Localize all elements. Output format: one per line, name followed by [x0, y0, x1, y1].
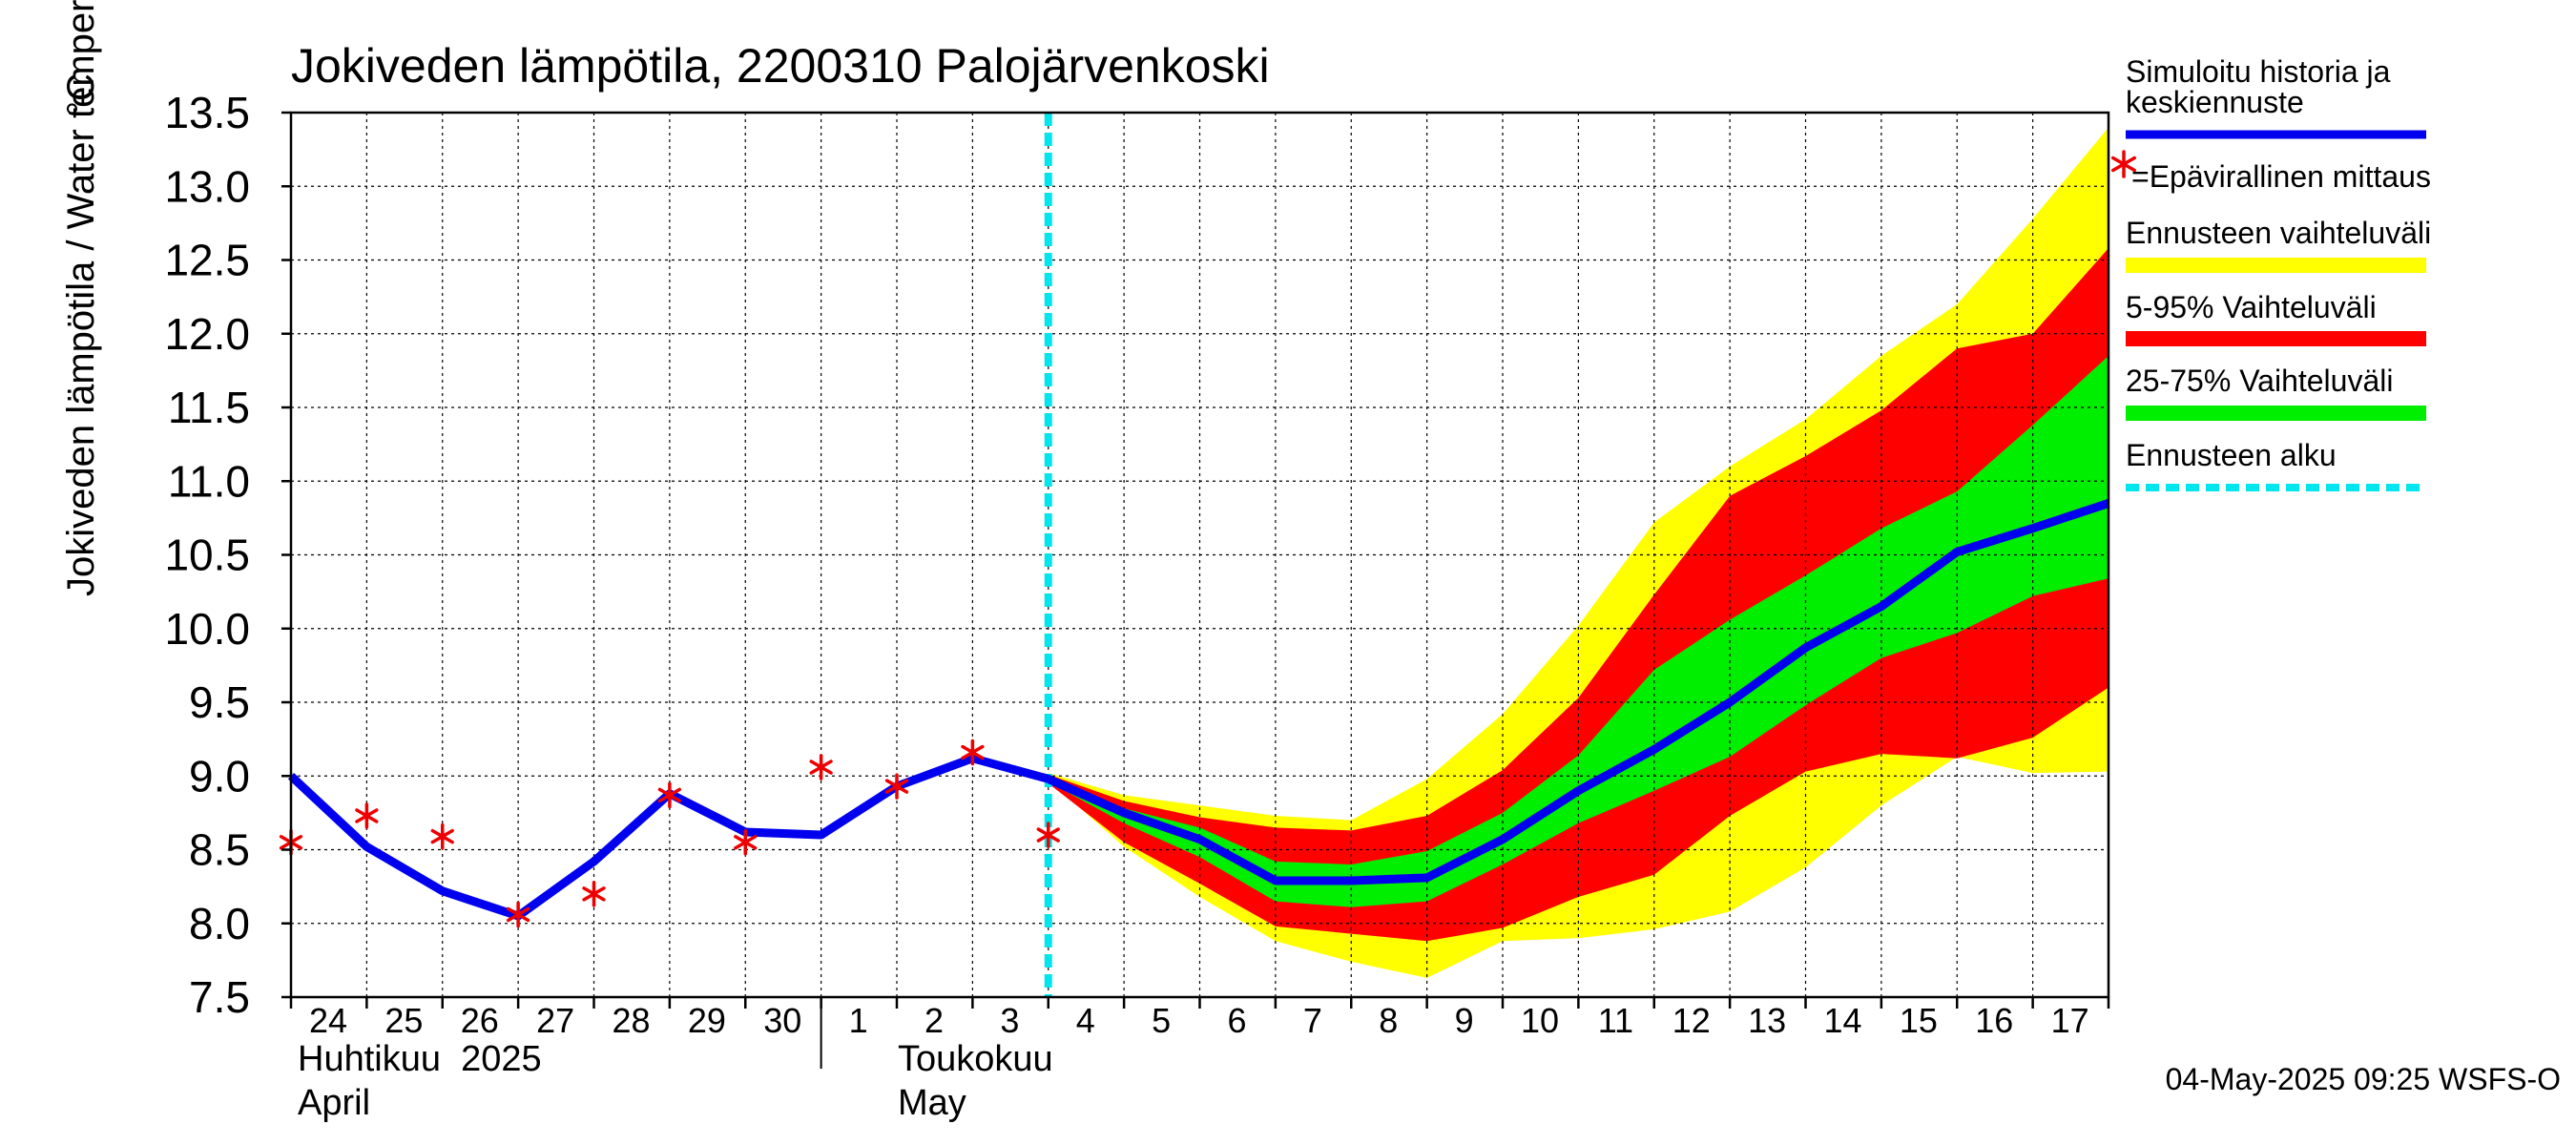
unofficial-point [809, 754, 833, 781]
unofficial-point [884, 773, 909, 800]
x-tick-label: 1 [849, 1001, 868, 1040]
x-tick-label: 27 [536, 1001, 574, 1040]
unofficial-point [355, 802, 379, 829]
unofficial-points [279, 739, 1060, 928]
x-tick-label: 30 [763, 1001, 801, 1040]
y-tick-label: 7.5 [189, 972, 250, 1022]
axes [281, 111, 2110, 1069]
x-tick-label: 17 [2051, 1001, 2089, 1040]
x-tick-label: 26 [461, 1001, 499, 1040]
x-tick-label: 12 [1672, 1001, 1711, 1040]
month-label-may-fi: Toukokuu [898, 1039, 1053, 1079]
x-tick-label: 11 [1598, 1001, 1633, 1040]
footer-timestamp: 04-May-2025 09:25 WSFS-O [2166, 1062, 2561, 1096]
x-tick-label: 7 [1303, 1001, 1322, 1040]
y-tick-label: 11.5 [168, 383, 250, 432]
legend-unofficial-text: =Epävirallinen mittaus [2131, 159, 2431, 194]
legend-forecast-start-text: Ennusteen alku [2126, 438, 2337, 472]
x-tick-label: 25 [384, 1001, 423, 1040]
legend-star-icon [2110, 150, 2137, 178]
legend: Simuloitu historia ja keskiennuste =Epäv… [2110, 54, 2431, 491]
x-tick-label: 14 [1823, 1001, 1861, 1040]
band-25-75 [1048, 355, 2109, 907]
y-axis-unit: °C [60, 73, 102, 116]
y-tick-label: 12.5 [164, 236, 250, 285]
x-tick-label: 29 [688, 1001, 726, 1040]
unofficial-point [1036, 822, 1060, 848]
x-tick-label: 4 [1076, 1001, 1095, 1040]
x-tick-label: 2 [924, 1001, 944, 1040]
unofficial-point [582, 881, 606, 907]
x-tick-label: 28 [612, 1001, 650, 1040]
x-tick-label: 13 [1748, 1001, 1786, 1040]
x-tick-labels: 24 25 26 27 28 29 30 1 2 3 4 5 6 7 8 9 10 11 12 13 14 15 16 17 [309, 1001, 2089, 1040]
y-axis-label: Jokiveden lämpötila / Water temperature [60, 0, 102, 596]
y-tick-label: 13.0 [164, 161, 250, 211]
y-tick-labels: 7.5 8.0 8.5 9.0 9.5 10.0 10.5 11.0 11.5 12.0 12.5 1… [164, 88, 250, 1022]
y-tick-label: 8.5 [189, 825, 250, 875]
legend-simulated-text-1: Simuloitu historia ja [2126, 54, 2391, 89]
simulated-line [287, 499, 2110, 921]
y-tick-label: 9.5 [189, 677, 250, 727]
legend-p25-75-text: 25-75% Vaihteluväli [2126, 364, 2393, 398]
y-tick-label: 10.5 [164, 531, 250, 580]
x-tick-label: 8 [1379, 1001, 1398, 1040]
unofficial-point [657, 781, 682, 809]
month-label-may-en: May [898, 1083, 966, 1123]
chart-title: Jokiveden lämpötila, 2200310 Palojärvenk… [291, 39, 1270, 93]
y-tick-label: 8.0 [189, 899, 250, 948]
unofficial-point [734, 829, 758, 856]
x-tick-label: 3 [1000, 1001, 1019, 1040]
legend-range-text: Ennusteen vaihteluväli [2126, 216, 2431, 250]
y-tick-label: 11.0 [168, 456, 250, 506]
x-tick-label: 9 [1455, 1001, 1474, 1040]
x-tick-label: 5 [1152, 1001, 1171, 1040]
x-tick-label: 16 [1975, 1001, 2013, 1040]
legend-unofficial-marker [2110, 150, 2137, 178]
unofficial-point [506, 901, 530, 928]
simulated-line-group [287, 499, 2110, 921]
legend-simulated-text-2: keskiennuste [2126, 85, 2304, 119]
unofficial-point [961, 739, 985, 766]
band-forecast-range [1048, 127, 2109, 978]
y-tick-label: 10.0 [164, 604, 250, 654]
y-tick-label: 12.0 [164, 309, 250, 359]
x-tick-label: 15 [1900, 1001, 1938, 1040]
x-tick-label: 24 [309, 1001, 347, 1040]
unofficial-point [430, 822, 454, 850]
y-tick-label: 13.5 [164, 88, 250, 137]
x-tick-label: 10 [1521, 1001, 1559, 1040]
y-tick-label: 9.0 [189, 751, 250, 801]
month-label-april-fi: Huhtikuu 2025 [298, 1039, 542, 1079]
x-tick-label: 6 [1227, 1001, 1246, 1040]
legend-p5-95-text: 5-95% Vaihteluväli [2126, 290, 2377, 324]
month-label-april-en: April [298, 1083, 370, 1123]
